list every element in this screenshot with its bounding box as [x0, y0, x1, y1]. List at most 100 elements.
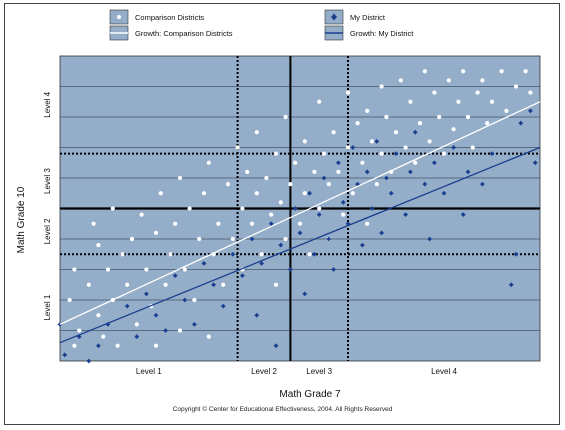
comparison-point [345, 90, 351, 95]
my-district-point [240, 273, 245, 278]
comparison-point [153, 230, 159, 235]
comparison-point [432, 90, 437, 95]
my-district-point [441, 190, 447, 196]
comparison-point [96, 243, 101, 248]
comparison-point [86, 282, 91, 287]
comparison-point [384, 114, 389, 120]
my-district-point [403, 212, 408, 217]
comparison-point [77, 328, 82, 333]
comparison-point [105, 267, 111, 272]
my-district-point [489, 151, 495, 156]
comparison-point [259, 252, 264, 257]
comparison-point [293, 160, 298, 165]
my-district-point [254, 312, 260, 318]
level-labels: Level 1 Level 2 Level 3 Level 4 Level 1 Level… [43, 91, 457, 376]
comparison-point [67, 297, 72, 303]
comparison-point [441, 151, 447, 156]
my-district-point [374, 139, 380, 144]
y-axis-title: Math Grade 10 [16, 186, 27, 253]
comparison-point [326, 182, 331, 187]
legend-comparison-point-icon [117, 15, 121, 19]
my-district-point [230, 251, 236, 257]
y-level-label: Level 2 [43, 218, 52, 244]
my-district-point [124, 303, 130, 309]
comparison-point [317, 99, 322, 104]
comparison-point [201, 191, 207, 196]
comparison-point [273, 151, 279, 156]
my-district-point [163, 328, 168, 333]
comparison-point [192, 297, 197, 303]
legend-my-district-point-icon [331, 13, 337, 21]
comparison-point [125, 282, 130, 287]
comparison-point [360, 160, 365, 165]
comparison-point [523, 69, 528, 74]
comparison-point [422, 69, 427, 74]
x-level-label: Level 4 [431, 367, 457, 376]
my-district-point [364, 169, 370, 175]
comparison-point [163, 282, 168, 287]
growth-comparison-line [59, 101, 541, 325]
comparison-point [110, 206, 115, 211]
my-district-point [220, 303, 226, 309]
my-district-point [379, 230, 384, 236]
comparison-point [446, 78, 451, 83]
comparison-point [254, 191, 259, 196]
comparison-point [312, 169, 317, 174]
comparison-point [264, 175, 269, 181]
my-district-point [369, 206, 375, 211]
comparison-point [134, 322, 139, 327]
comparison-points [67, 69, 533, 348]
my-district-point [460, 212, 466, 217]
comparison-point [504, 108, 509, 113]
comparison-point [206, 160, 211, 165]
my-district-point [336, 160, 341, 166]
comparison-point [393, 130, 399, 135]
my-district-point [451, 145, 456, 150]
my-district-point [259, 261, 264, 266]
growth-my-district-line [59, 146, 541, 344]
comparison-point [182, 267, 187, 272]
comparison-point [240, 206, 245, 211]
my-district-point [326, 236, 332, 242]
comparison-point [413, 160, 418, 165]
comparison-point [417, 121, 423, 126]
my-district-point [278, 242, 284, 248]
comparison-point [139, 212, 144, 217]
my-district-point [249, 236, 255, 242]
comparison-point [254, 130, 259, 135]
comparison-point [283, 236, 288, 242]
comparison-point [427, 139, 432, 144]
my-district-point [360, 242, 365, 248]
my-district-point [465, 169, 471, 175]
legend-label-my-district-growth: Growth: My District [350, 29, 414, 38]
comparison-point [485, 121, 490, 126]
comparison-point [456, 99, 461, 104]
my-district-point [321, 175, 327, 181]
comparison-point [398, 78, 403, 83]
my-district-point [211, 282, 216, 288]
comparison-point [96, 313, 101, 318]
x-level-label: Level 1 [136, 367, 162, 376]
comparison-point [302, 139, 307, 144]
comparison-point [278, 200, 283, 205]
my-district-point [388, 190, 394, 196]
my-district-point [273, 343, 279, 349]
comparison-point [153, 343, 159, 348]
my-district-point [292, 206, 298, 211]
comparison-point [297, 221, 303, 226]
comparison-point [288, 182, 293, 187]
comparison-point [283, 114, 288, 120]
comparison-point [321, 151, 327, 156]
my-district-point [393, 151, 399, 156]
x-axis-title: Math Grade 7 [279, 389, 341, 400]
my-district-point [508, 282, 514, 288]
comparison-point [216, 221, 221, 226]
comparison-point [269, 212, 274, 217]
my-district-point [408, 169, 413, 175]
comparison-point [249, 221, 255, 226]
comparison-point [317, 206, 322, 211]
comparison-point [341, 212, 346, 217]
y-level-label: Level 4 [43, 91, 52, 117]
my-district-point [480, 181, 485, 187]
